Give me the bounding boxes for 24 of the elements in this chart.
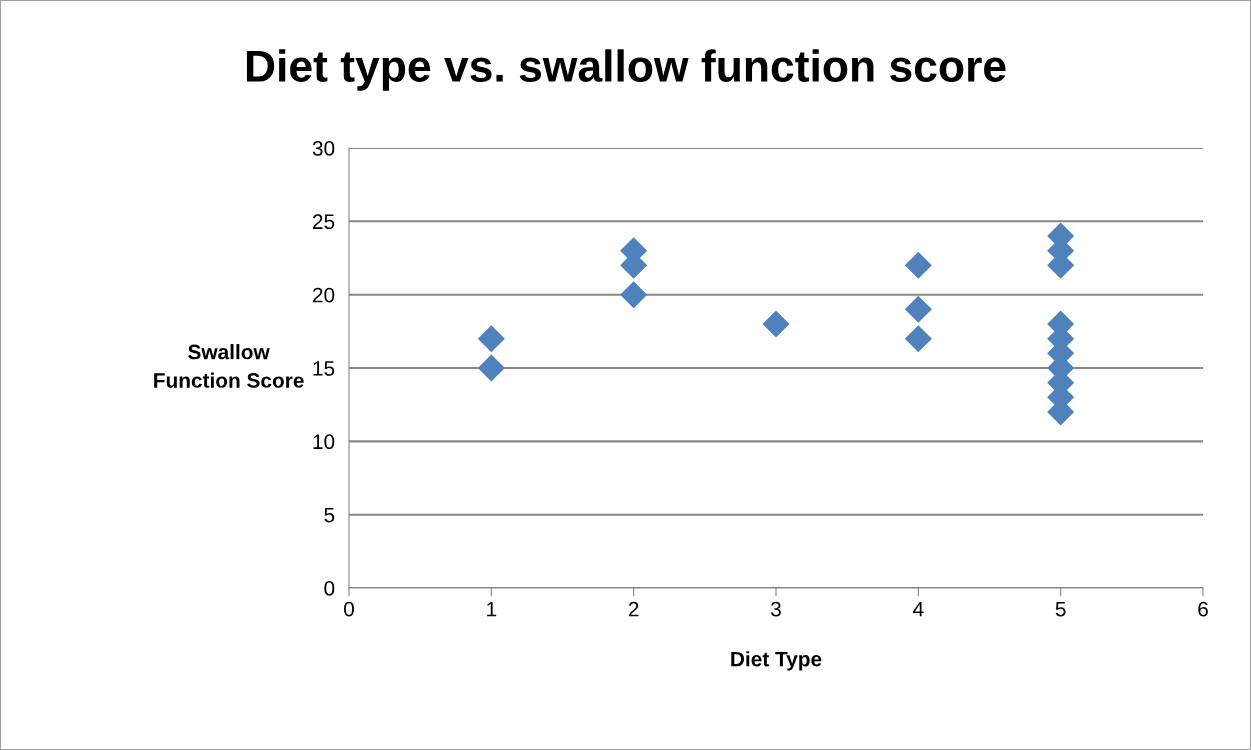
y-tick-label: 25 — [312, 214, 335, 230]
x-tick-label: 1 — [487, 601, 497, 617]
y-axis-title: Swallow Function Score — [154, 344, 304, 388]
point — [620, 281, 648, 309]
x-tick-label: 0 — [344, 601, 354, 617]
x-tick-label: 2 — [628, 601, 639, 617]
y-tick-label: 10 — [313, 434, 335, 450]
x-tick-label: 4 — [913, 601, 924, 617]
point — [904, 295, 932, 323]
point — [904, 251, 932, 279]
y-tick-label: 5 — [324, 507, 335, 523]
x-axis-title: Diet Type — [731, 651, 822, 671]
x-tick-label: 3 — [771, 601, 781, 617]
y-tick-label: 0 — [324, 581, 335, 596]
x-tick-label: 6 — [1198, 601, 1208, 617]
y-tick-label: 30 — [312, 141, 335, 156]
point — [477, 325, 505, 353]
y-tick-label: 15 — [313, 361, 335, 376]
x-tick-label: 5 — [1055, 601, 1066, 617]
point — [904, 325, 932, 353]
chart-title: Diet type vs. swallow function score — [246, 49, 1006, 91]
y-tick-label: 20 — [312, 287, 335, 303]
point — [477, 354, 505, 382]
point — [762, 310, 790, 338]
